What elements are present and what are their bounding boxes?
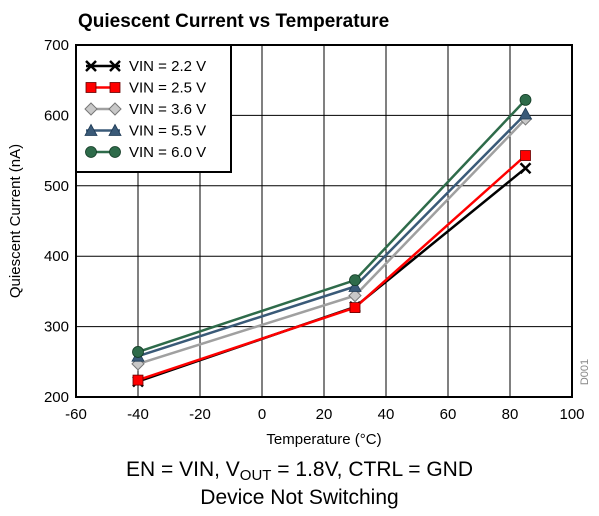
- legend-item: VIN = 2.2 V: [85, 58, 206, 75]
- x-tick-label: 40: [378, 406, 395, 423]
- legend-item: VIN = 3.6 V: [84, 101, 206, 118]
- caption-line-1-sub: OUT: [239, 467, 272, 484]
- diamond-marker: [348, 288, 362, 303]
- x-marker-stroke: [85, 60, 97, 72]
- series-layer: [131, 94, 533, 388]
- x-tick-label: 100: [559, 406, 584, 423]
- legend-item: VIN = 2.5 V: [85, 80, 206, 97]
- circle-marker: [85, 146, 97, 158]
- legend-item: VIN = 6.0 V: [85, 144, 206, 161]
- y-tick-label: 600: [44, 107, 69, 124]
- series-group: [132, 162, 532, 388]
- circle-marker: [349, 274, 361, 287]
- x-tick-label: -20: [189, 406, 211, 423]
- x-marker: [519, 162, 532, 175]
- caption: EN = VIN, VOUT = 1.8V, CTRL = GND Device…: [0, 456, 599, 512]
- legend-label: VIN = 2.5 V: [129, 80, 206, 97]
- diamond-marker: [84, 102, 98, 116]
- triangle-marker: [518, 107, 533, 120]
- y-tick-label: 200: [44, 389, 69, 406]
- square-marker: [132, 374, 144, 386]
- x-tick-label: 80: [502, 406, 519, 423]
- legend-item: VIN = 5.5 V: [84, 123, 206, 140]
- x-tick-label: 60: [440, 406, 457, 423]
- chart-title: Quiescent Current vs Temperature: [78, 11, 389, 32]
- legend: VIN = 2.2 V VIN = 2.5 V VIN = 3.6 V VIN = 5…: [75, 44, 232, 173]
- x-marker: [85, 60, 97, 72]
- y-tick-label: 700: [44, 37, 69, 54]
- y-tick-label: 400: [44, 248, 69, 265]
- legend-label: VIN = 3.6 V: [129, 101, 206, 118]
- square-marker: [85, 82, 97, 93]
- series-group: [132, 150, 531, 386]
- caption-line-1: EN = VIN, VOUT = 1.8V, CTRL = GND: [0, 456, 599, 484]
- x-marker-stroke: [109, 60, 121, 72]
- square-marker: [109, 82, 121, 93]
- y-axis-label: Quiescent Current (nA): [7, 144, 24, 298]
- triangle-marker: [84, 123, 98, 136]
- x-axis-label: Temperature (°C): [266, 431, 381, 448]
- tick-labels: -60 -40 -20 0 20 40 60 80 100 200 300 400 500 600 700: [44, 37, 585, 423]
- legend-label: VIN = 2.2 V: [129, 58, 206, 75]
- caption-line-2: Device Not Switching: [200, 486, 399, 509]
- watermark: D001: [579, 359, 591, 385]
- legend-label: VIN = 5.5 V: [129, 123, 206, 140]
- series-line: [137, 167, 527, 383]
- x-marker-stroke: [519, 162, 532, 175]
- caption-line-1-post: = 1.8V, CTRL = GND: [271, 458, 473, 481]
- x-tick-label: 0: [258, 406, 266, 423]
- y-tick-label: 500: [44, 178, 69, 195]
- square-marker: [520, 150, 531, 161]
- legend-label: VIN = 6.0 V: [129, 144, 206, 161]
- caption-line-1-pre: EN = VIN, V: [126, 458, 240, 481]
- circle-marker: [109, 146, 121, 158]
- x-tick-label: 20: [316, 406, 333, 423]
- square-marker: [349, 302, 361, 313]
- grid: [75, 44, 573, 398]
- plot-frame: [75, 44, 573, 398]
- circle-marker: [132, 346, 144, 358]
- x-marker: [109, 60, 121, 72]
- series-group: [132, 94, 532, 358]
- x-tick-label: -60: [65, 406, 87, 423]
- x-tick-label: -40: [127, 406, 149, 423]
- diamond-marker: [108, 102, 122, 116]
- y-tick-label: 300: [44, 319, 69, 336]
- circle-marker: [519, 94, 532, 106]
- triangle-marker: [108, 123, 122, 136]
